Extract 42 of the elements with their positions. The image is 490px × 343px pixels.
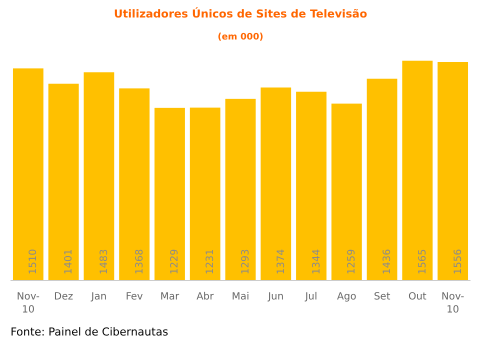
- bar: [331, 104, 362, 280]
- bar: [402, 60, 433, 280]
- data-label: 1510: [28, 249, 40, 274]
- chart-subtitle: (em 000): [218, 32, 264, 42]
- source-note: Fonte: Painel de Cibernautas: [10, 326, 168, 338]
- x-tick-label: Nov-10: [441, 292, 465, 316]
- bar: [260, 88, 292, 280]
- x-tick-label: Jun: [267, 292, 284, 302]
- bar: [12, 68, 44, 280]
- data-label: 1344: [311, 249, 322, 274]
- x-tick-label: Abr: [196, 292, 215, 302]
- x-tick-label: Nov-10: [16, 292, 40, 316]
- data-label: 1401: [64, 249, 75, 274]
- x-tick-label: Mar: [160, 292, 180, 302]
- x-tick-label: Jan: [90, 292, 107, 302]
- data-label: 1231: [205, 249, 216, 274]
- data-label: 1483: [98, 249, 110, 274]
- x-tick-label: Set: [374, 292, 390, 302]
- data-label: 1374: [276, 249, 287, 274]
- bar: [84, 72, 114, 280]
- bar: [438, 62, 468, 280]
- data-label: 1565: [417, 249, 428, 274]
- chart-title: Utilizadores Únicos de Sites de Televisão: [114, 6, 368, 20]
- data-label: 1293: [240, 249, 252, 274]
- bar: [154, 108, 185, 280]
- data-label: 1259: [346, 249, 358, 274]
- x-tick-label: Fev: [126, 292, 144, 302]
- bar: [119, 88, 150, 280]
- data-label: 1229: [170, 249, 181, 274]
- bar: [225, 98, 256, 280]
- x-tick-label: Dez: [54, 292, 74, 302]
- x-tick-label: Ago: [337, 292, 356, 302]
- bar: [366, 78, 398, 280]
- x-tick-label: Jul: [304, 292, 318, 302]
- data-label: 1436: [382, 249, 394, 274]
- bar: [296, 92, 326, 280]
- x-tick-label: Out: [408, 292, 427, 302]
- bar: [190, 108, 220, 280]
- bar: [48, 84, 79, 280]
- data-label: 1556: [452, 249, 464, 274]
- data-label: 1368: [134, 249, 146, 274]
- x-tick-label: Mai: [232, 292, 250, 302]
